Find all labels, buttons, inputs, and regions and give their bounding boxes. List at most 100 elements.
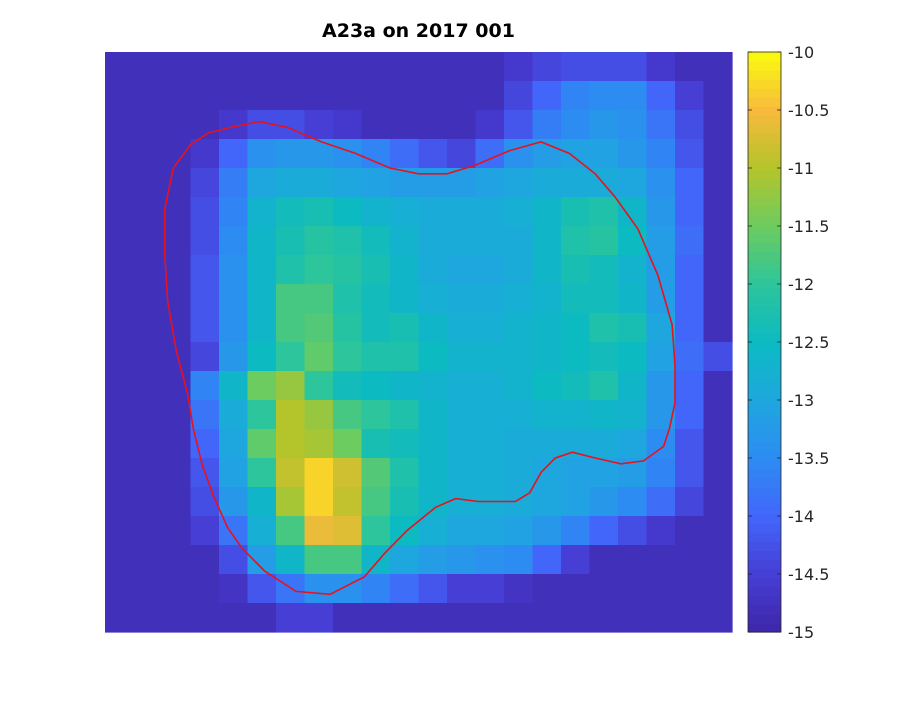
heatmap-cell xyxy=(618,52,648,82)
colorbar-segment xyxy=(748,97,781,107)
heatmap-cell xyxy=(333,574,363,604)
heatmap-cell xyxy=(703,342,733,372)
heatmap-cell xyxy=(105,429,135,459)
heatmap-cell xyxy=(589,226,619,256)
heatmap-cell xyxy=(561,197,591,227)
colorbar-segment xyxy=(748,514,781,524)
heatmap-cell xyxy=(162,545,192,575)
heatmap-cell xyxy=(589,52,619,82)
heatmap-cell xyxy=(589,313,619,343)
colorbar-segment xyxy=(748,459,781,470)
heatmap-cell xyxy=(646,226,676,256)
heatmap-cell xyxy=(247,458,277,488)
heatmap-cell xyxy=(304,574,334,604)
heatmap-cell xyxy=(475,52,505,82)
colorbar-segment xyxy=(748,133,781,144)
heatmap-cell xyxy=(361,458,391,488)
colorbar-segment xyxy=(748,52,781,62)
heatmap-cell xyxy=(532,574,562,604)
heatmap-cell xyxy=(361,400,391,430)
heatmap-cell xyxy=(418,168,448,198)
heatmap-cell xyxy=(133,110,163,140)
heatmap-cell xyxy=(304,81,334,111)
heatmap-cell xyxy=(390,400,420,430)
heatmap-cell xyxy=(276,429,306,459)
heatmap-cell xyxy=(589,110,619,140)
heatmap-cell xyxy=(646,139,676,169)
heatmap-cell xyxy=(105,574,135,604)
heatmap-cell xyxy=(190,313,220,343)
heatmap-cell xyxy=(333,197,363,227)
heatmap-cell xyxy=(162,429,192,459)
heatmap-cell xyxy=(703,110,733,140)
heatmap-cell xyxy=(675,226,705,256)
colorbar-segment xyxy=(748,559,781,570)
heatmap-cell xyxy=(105,487,135,517)
heatmap-cell xyxy=(162,52,192,82)
heatmap-cell xyxy=(133,81,163,111)
heatmap-cell xyxy=(618,81,648,111)
heatmap-cell xyxy=(447,139,477,169)
colorbar-segment xyxy=(748,523,781,533)
heatmap-cell xyxy=(646,168,676,198)
heatmap-cell xyxy=(675,139,705,169)
colorbar-segment xyxy=(748,206,781,216)
heatmap-cell xyxy=(133,603,163,633)
colorbar-segment xyxy=(748,233,781,243)
heatmap-cell xyxy=(646,458,676,488)
heatmap-cell xyxy=(589,371,619,401)
heatmap-cell xyxy=(190,400,220,430)
heatmap-cell xyxy=(276,81,306,111)
heatmap-cell xyxy=(247,574,277,604)
heatmap-cell xyxy=(304,139,334,169)
heatmap-cell xyxy=(475,255,505,285)
heatmap-cell xyxy=(475,603,505,633)
heatmap-cell xyxy=(361,371,391,401)
heatmap-cell xyxy=(219,516,249,546)
colorbar-segment xyxy=(748,215,781,225)
colorbar-segment xyxy=(748,296,781,307)
heatmap-cell xyxy=(361,226,391,256)
heatmap-cell xyxy=(675,429,705,459)
colorbar-segment xyxy=(748,468,781,479)
heatmap-cell xyxy=(247,313,277,343)
heatmap-cell xyxy=(618,487,648,517)
colorbar-segment xyxy=(748,351,781,361)
heatmap-cell xyxy=(333,81,363,111)
colorbar-segment xyxy=(748,70,781,80)
colorbar-segment xyxy=(748,342,781,352)
heatmap-cell xyxy=(703,545,733,575)
heatmap-cell xyxy=(675,81,705,111)
heatmap-cell xyxy=(333,255,363,285)
heatmap-cell xyxy=(247,255,277,285)
heatmap-cell xyxy=(304,458,334,488)
heatmap-cell xyxy=(390,110,420,140)
colorbar-segment xyxy=(748,369,781,379)
heatmap-cell xyxy=(304,487,334,517)
heatmap-cell xyxy=(219,458,249,488)
heatmap-cell xyxy=(219,371,249,401)
heatmap-cell xyxy=(105,313,135,343)
heatmap-cell xyxy=(703,168,733,198)
heatmap-cell xyxy=(504,139,534,169)
heatmap-cell xyxy=(475,400,505,430)
colorbar-segment xyxy=(748,441,781,452)
heatmap-cell xyxy=(133,255,163,285)
heatmap-cell xyxy=(646,313,676,343)
heatmap-cell xyxy=(646,110,676,140)
heatmap-cell xyxy=(219,603,249,633)
heatmap-cell xyxy=(703,313,733,343)
colorbar-segment xyxy=(748,142,781,153)
heatmap-cell xyxy=(133,342,163,372)
heatmap-cell xyxy=(276,400,306,430)
heatmap-cell xyxy=(418,371,448,401)
colorbar-segment xyxy=(748,378,781,388)
heatmap-cell xyxy=(361,110,391,140)
heatmap-cell xyxy=(447,371,477,401)
heatmap-cell xyxy=(589,81,619,111)
heatmap-cell xyxy=(646,487,676,517)
heatmap-cell xyxy=(133,197,163,227)
heatmap-cell xyxy=(418,284,448,314)
heatmap-cell xyxy=(504,197,534,227)
heatmap-cell xyxy=(219,342,249,372)
